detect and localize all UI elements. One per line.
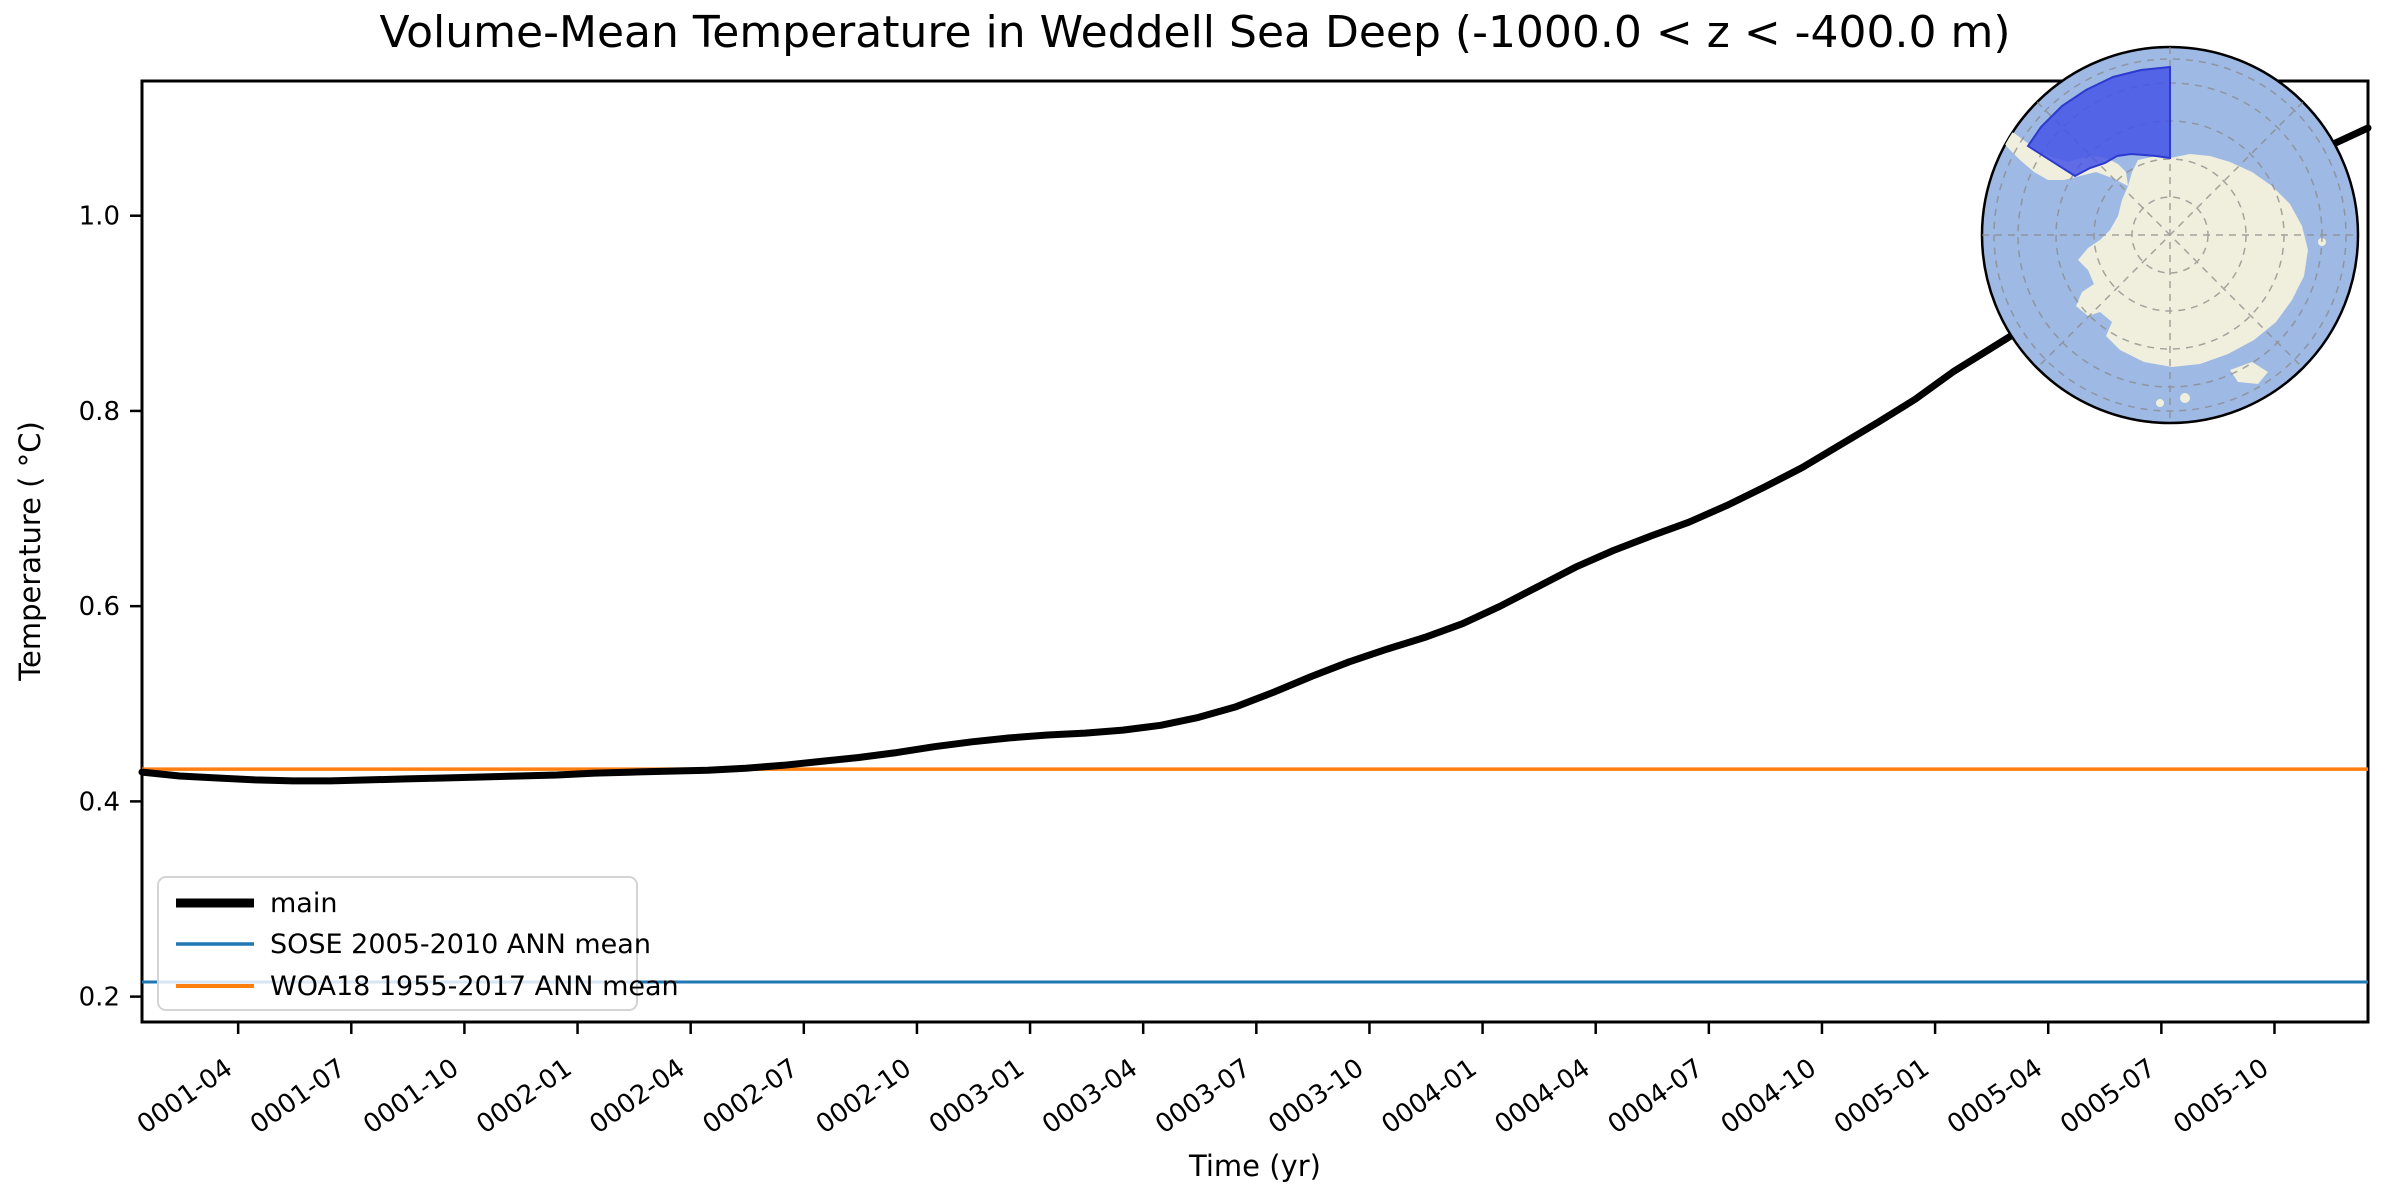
x-tick-label: 0003-07 [1150,1053,1256,1140]
weddell-region-highlight [2026,65,2171,178]
x-tick-label: 0003-10 [1263,1053,1369,1140]
y-tick-label: 0.6 [79,592,120,622]
x-tick-label: 0004-10 [1716,1053,1822,1140]
y-axis-ticks: 0.2 0.4 0.6 0.8 1.0 [79,202,142,1013]
y-tick-label: 0.8 [79,397,120,427]
x-tick-label: 0001-07 [245,1053,351,1140]
x-axis-ticks: 0001-04 0001-07 0001-10 0002-01 0002-04 0002-… [132,1022,2276,1140]
legend-label-sose: SOSE 2005-2010 ANN mean [270,929,651,960]
legend: main SOSE 2005-2010 ANN mean WOA18 1955-… [157,876,679,1011]
x-tick-label: 0002-04 [584,1053,690,1140]
antarctica-inset-map [1980,45,2360,425]
x-tick-label: 0004-07 [1603,1053,1709,1140]
main-temperature-line [138,124,2372,785]
x-tick-label: 0005-04 [1942,1053,2048,1140]
y-tick-label: 0.4 [79,787,120,817]
x-tick-label: 0003-01 [924,1053,1030,1140]
x-tick-label: 0005-07 [2055,1053,2161,1140]
legend-box [157,876,638,1011]
x-tick-label: 0004-04 [1490,1053,1596,1140]
x-tick-label: 0004-01 [1376,1053,1482,1140]
legend-label-main: main [270,888,337,919]
x-tick-label: 0001-10 [358,1053,464,1140]
x-axis-label: Time (yr) [1188,1149,1321,1183]
x-tick-label: 0002-07 [698,1053,804,1140]
chart-title: Volume-Mean Temperature in Weddell Sea D… [379,7,2010,58]
main-series-line [138,124,2372,785]
y-tick-label: 0.2 [79,983,120,1013]
plot-frame [140,79,2370,1024]
x-tick-label: 0002-01 [471,1053,577,1140]
y-axis-label: Temperature ( °C) [13,421,47,682]
x-tick-label: 0005-01 [1829,1053,1935,1140]
antarctica-landmass [1985,100,2326,407]
y-tick-label: 1.0 [79,202,120,232]
x-tick-label: 0003-04 [1037,1053,1143,1140]
x-tick-label: 0001-04 [132,1053,238,1140]
legend-label-woa: WOA18 1955-2017 ANN mean [270,971,679,1002]
x-tick-label: 0002-10 [811,1053,917,1140]
x-tick-label: 0005-10 [2168,1053,2274,1140]
